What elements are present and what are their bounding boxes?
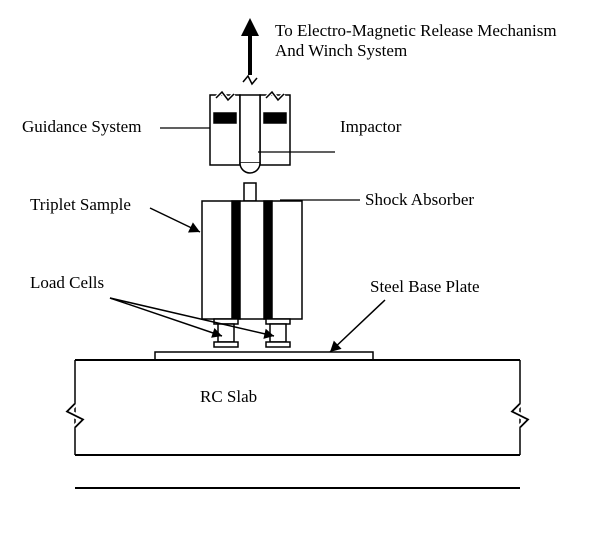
- label-triplet: Triplet Sample: [30, 195, 131, 214]
- label-top-line2: And Winch System: [275, 41, 407, 60]
- label-top-line1: To Electro-Magnetic Release Mechanism: [275, 21, 557, 40]
- shock-absorber: [244, 183, 256, 201]
- label-shock: Shock Absorber: [365, 190, 474, 209]
- label-guidance: Guidance System: [22, 117, 141, 136]
- triplet-sample: [202, 201, 302, 319]
- label-loadcells: Load Cells: [30, 273, 104, 292]
- label-impactor: Impactor: [340, 117, 402, 136]
- arrow-up: [241, 18, 259, 75]
- label-baseplate: Steel Base Plate: [370, 277, 480, 296]
- steel-base-plate: [155, 352, 373, 360]
- impactor: [240, 95, 260, 173]
- load-cells: [214, 319, 290, 347]
- rc-slab: [67, 360, 528, 455]
- label-rcslab: RC Slab: [200, 387, 257, 406]
